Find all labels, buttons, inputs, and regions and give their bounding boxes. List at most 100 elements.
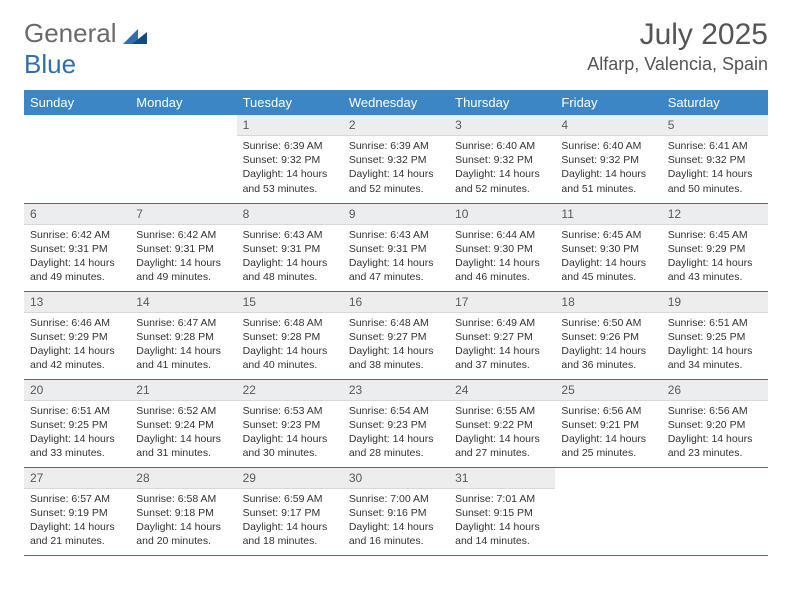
daylight-line: Daylight: 14 hours and 52 minutes. (349, 167, 443, 195)
day-body: Sunrise: 6:51 AMSunset: 9:25 PMDaylight:… (662, 313, 768, 379)
page-header: GeneralBlue July 2025 Alfarp, Valencia, … (24, 18, 768, 80)
sunrise-line: Sunrise: 6:39 AM (349, 139, 443, 153)
day-number: 22 (237, 380, 343, 401)
daylight-line: Daylight: 14 hours and 43 minutes. (668, 256, 762, 284)
day-number: 27 (24, 468, 130, 489)
daylight-line: Daylight: 14 hours and 46 minutes. (455, 256, 549, 284)
sunset-line: Sunset: 9:20 PM (668, 418, 762, 432)
sunset-line: Sunset: 9:28 PM (136, 330, 230, 344)
daylight-line: Daylight: 14 hours and 41 minutes. (136, 344, 230, 372)
sunrise-line: Sunrise: 6:56 AM (668, 404, 762, 418)
day-number: 1 (237, 115, 343, 136)
day-body: Sunrise: 6:43 AMSunset: 9:31 PMDaylight:… (237, 225, 343, 291)
sunset-line: Sunset: 9:32 PM (243, 153, 337, 167)
calendar-cell: 17Sunrise: 6:49 AMSunset: 9:27 PMDayligh… (449, 291, 555, 379)
sunrise-line: Sunrise: 6:45 AM (561, 228, 655, 242)
sunset-line: Sunset: 9:32 PM (349, 153, 443, 167)
sunrise-line: Sunrise: 6:42 AM (30, 228, 124, 242)
calendar-cell-empty (662, 467, 768, 555)
sunset-line: Sunset: 9:31 PM (243, 242, 337, 256)
sunset-line: Sunset: 9:18 PM (136, 506, 230, 520)
sunrise-line: Sunrise: 6:40 AM (455, 139, 549, 153)
calendar-cell: 15Sunrise: 6:48 AMSunset: 9:28 PMDayligh… (237, 291, 343, 379)
sunrise-line: Sunrise: 6:45 AM (668, 228, 762, 242)
daylight-line: Daylight: 14 hours and 28 minutes. (349, 432, 443, 460)
day-number: 5 (662, 115, 768, 136)
calendar-cell: 11Sunrise: 6:45 AMSunset: 9:30 PMDayligh… (555, 203, 661, 291)
logo-text-1: General (24, 18, 117, 48)
day-number: 20 (24, 380, 130, 401)
calendar-cell: 31Sunrise: 7:01 AMSunset: 9:15 PMDayligh… (449, 467, 555, 555)
day-body: Sunrise: 6:50 AMSunset: 9:26 PMDaylight:… (555, 313, 661, 379)
title-block: July 2025 Alfarp, Valencia, Spain (587, 18, 768, 75)
calendar-cell-empty (24, 115, 130, 203)
calendar-cell: 5Sunrise: 6:41 AMSunset: 9:32 PMDaylight… (662, 115, 768, 203)
calendar-row: 20Sunrise: 6:51 AMSunset: 9:25 PMDayligh… (24, 379, 768, 467)
day-number: 26 (662, 380, 768, 401)
sunrise-line: Sunrise: 6:52 AM (136, 404, 230, 418)
day-number: 29 (237, 468, 343, 489)
dayhead-sunday: Sunday (24, 90, 130, 115)
sunrise-line: Sunrise: 6:48 AM (243, 316, 337, 330)
calendar-row: 13Sunrise: 6:46 AMSunset: 9:29 PMDayligh… (24, 291, 768, 379)
sunset-line: Sunset: 9:24 PM (136, 418, 230, 432)
day-number: 3 (449, 115, 555, 136)
calendar-cell: 21Sunrise: 6:52 AMSunset: 9:24 PMDayligh… (130, 379, 236, 467)
daylight-line: Daylight: 14 hours and 37 minutes. (455, 344, 549, 372)
title-location: Alfarp, Valencia, Spain (587, 54, 768, 75)
daylight-line: Daylight: 14 hours and 27 minutes. (455, 432, 549, 460)
day-number: 2 (343, 115, 449, 136)
sunset-line: Sunset: 9:30 PM (561, 242, 655, 256)
daylight-line: Daylight: 14 hours and 23 minutes. (668, 432, 762, 460)
calendar-cell: 7Sunrise: 6:42 AMSunset: 9:31 PMDaylight… (130, 203, 236, 291)
sunrise-line: Sunrise: 6:59 AM (243, 492, 337, 506)
day-number: 15 (237, 292, 343, 313)
sunset-line: Sunset: 9:32 PM (561, 153, 655, 167)
logo-icon (121, 18, 149, 49)
day-number: 9 (343, 204, 449, 225)
sunset-line: Sunset: 9:19 PM (30, 506, 124, 520)
daylight-line: Daylight: 14 hours and 53 minutes. (243, 167, 337, 195)
daylight-line: Daylight: 14 hours and 36 minutes. (561, 344, 655, 372)
sunset-line: Sunset: 9:28 PM (243, 330, 337, 344)
day-body: Sunrise: 6:56 AMSunset: 9:21 PMDaylight:… (555, 401, 661, 467)
logo-text-2: Blue (24, 49, 76, 79)
daylight-line: Daylight: 14 hours and 33 minutes. (30, 432, 124, 460)
day-number: 14 (130, 292, 236, 313)
sunrise-line: Sunrise: 6:48 AM (349, 316, 443, 330)
calendar-cell-empty (555, 467, 661, 555)
calendar-cell: 30Sunrise: 7:00 AMSunset: 9:16 PMDayligh… (343, 467, 449, 555)
day-number: 16 (343, 292, 449, 313)
sunrise-line: Sunrise: 6:51 AM (668, 316, 762, 330)
day-number: 19 (662, 292, 768, 313)
day-number: 18 (555, 292, 661, 313)
calendar-cell: 18Sunrise: 6:50 AMSunset: 9:26 PMDayligh… (555, 291, 661, 379)
sunrise-line: Sunrise: 6:44 AM (455, 228, 549, 242)
sunset-line: Sunset: 9:23 PM (243, 418, 337, 432)
sunset-line: Sunset: 9:32 PM (668, 153, 762, 167)
calendar-row: 6Sunrise: 6:42 AMSunset: 9:31 PMDaylight… (24, 203, 768, 291)
sunrise-line: Sunrise: 6:54 AM (349, 404, 443, 418)
sunrise-line: Sunrise: 6:50 AM (561, 316, 655, 330)
calendar-cell: 29Sunrise: 6:59 AMSunset: 9:17 PMDayligh… (237, 467, 343, 555)
sunrise-line: Sunrise: 6:46 AM (30, 316, 124, 330)
day-body: Sunrise: 6:45 AMSunset: 9:30 PMDaylight:… (555, 225, 661, 291)
sunrise-line: Sunrise: 6:49 AM (455, 316, 549, 330)
sunrise-line: Sunrise: 6:42 AM (136, 228, 230, 242)
dayhead-monday: Monday (130, 90, 236, 115)
day-number: 7 (130, 204, 236, 225)
daylight-line: Daylight: 14 hours and 51 minutes. (561, 167, 655, 195)
day-number: 28 (130, 468, 236, 489)
daylight-line: Daylight: 14 hours and 49 minutes. (30, 256, 124, 284)
daylight-line: Daylight: 14 hours and 25 minutes. (561, 432, 655, 460)
calendar-cell: 2 Sunrise: 6:39 AMSunset: 9:32 PMDaylight… (343, 115, 449, 203)
sunset-line: Sunset: 9:25 PM (668, 330, 762, 344)
day-body: Sunrise: 6:45 AMSunset: 9:29 PMDaylight:… (662, 225, 768, 291)
title-month: July 2025 (587, 18, 768, 52)
day-body: Sunrise: 6:53 AMSunset: 9:23 PMDaylight:… (237, 401, 343, 467)
sunset-line: Sunset: 9:27 PM (349, 330, 443, 344)
calendar-row: 27Sunrise: 6:57 AMSunset: 9:19 PMDayligh… (24, 467, 768, 555)
day-body: Sunrise: 6:40 AMSunset: 9:32 PMDaylight:… (449, 136, 555, 202)
logo: GeneralBlue (24, 18, 149, 80)
calendar-cell: 13Sunrise: 6:46 AMSunset: 9:29 PMDayligh… (24, 291, 130, 379)
